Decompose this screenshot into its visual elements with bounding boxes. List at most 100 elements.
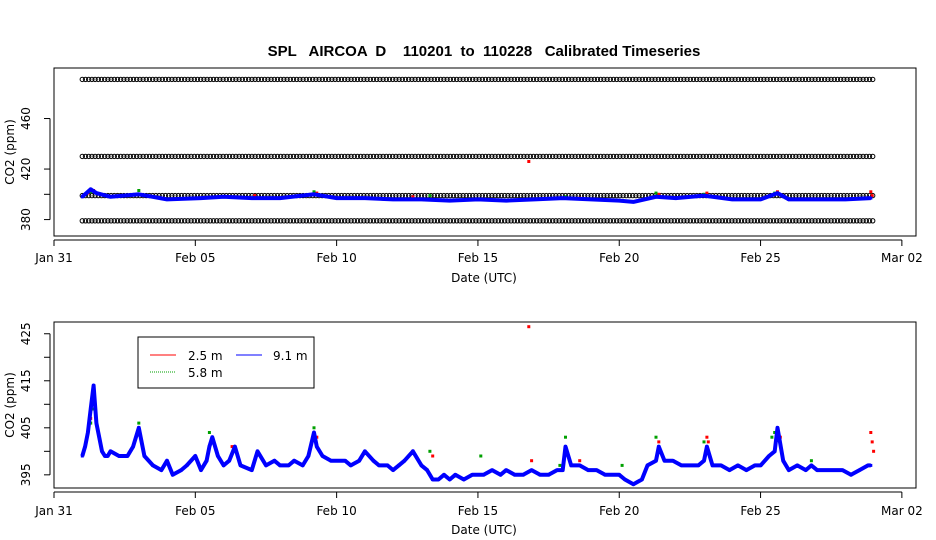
reference-point — [156, 76, 162, 83]
data-point — [411, 195, 415, 199]
reference-point — [588, 218, 594, 224]
reference-point — [623, 192, 629, 199]
reference-point — [246, 76, 252, 83]
reference-point — [620, 218, 626, 224]
reference-point — [764, 153, 770, 160]
reference-point — [444, 218, 450, 224]
reference-point — [777, 76, 783, 83]
reference-point — [185, 76, 191, 83]
reference-point — [217, 76, 223, 83]
reference-point — [652, 153, 658, 160]
reference-point — [182, 76, 188, 83]
x-tick-label: Feb 15 — [458, 504, 498, 518]
reference-point — [633, 153, 639, 160]
data-point — [809, 463, 813, 467]
reference-point — [201, 76, 207, 83]
data-point — [711, 463, 714, 467]
reference-point — [508, 76, 514, 83]
reference-point — [306, 76, 313, 83]
reference-point — [620, 153, 626, 160]
reference-point — [137, 76, 143, 83]
x-tick-label: Feb 05 — [175, 504, 215, 518]
reference-point — [332, 153, 338, 160]
reference-point — [831, 153, 837, 160]
data-point — [230, 445, 234, 449]
reference-point — [838, 76, 844, 83]
reference-point — [857, 218, 863, 224]
reference-point — [620, 76, 626, 83]
reference-point — [578, 153, 585, 160]
reference-point — [748, 153, 754, 160]
reference-point — [108, 76, 114, 83]
data-point — [564, 445, 567, 449]
reference-point — [374, 218, 380, 224]
reference-point — [607, 76, 613, 83]
reference-point — [870, 153, 876, 160]
reference-point — [799, 218, 805, 224]
reference-point — [127, 76, 134, 83]
reference-point — [284, 218, 290, 224]
data-point — [83, 445, 87, 449]
reference-point — [806, 218, 812, 224]
data-point — [391, 468, 395, 472]
reference-point — [370, 218, 377, 224]
reference-point — [706, 76, 713, 83]
reference-point — [838, 153, 844, 160]
reference-point — [194, 218, 201, 224]
reference-point — [863, 218, 869, 224]
data-point — [411, 449, 415, 453]
reference-point — [537, 153, 543, 160]
reference-point — [300, 76, 306, 83]
reference-point — [678, 76, 684, 83]
data-point — [428, 194, 432, 198]
reference-point — [278, 218, 284, 224]
data-point — [770, 435, 774, 439]
reference-point — [146, 218, 153, 224]
reference-point — [274, 153, 281, 160]
reference-point — [684, 218, 690, 224]
data-point — [335, 459, 339, 463]
x-tick-label: Feb 10 — [316, 251, 356, 265]
reference-point — [169, 153, 175, 160]
reference-point — [473, 153, 479, 160]
data-point — [397, 463, 401, 467]
reference-point — [617, 76, 623, 83]
data-point — [657, 192, 661, 196]
reference-point — [182, 153, 188, 160]
reference-point — [569, 218, 575, 224]
reference-point — [559, 153, 565, 160]
reference-point — [188, 153, 194, 160]
reference-point — [82, 218, 89, 224]
x-tick-label: Jan 31 — [34, 504, 73, 518]
reference-point — [863, 153, 869, 160]
reference-point — [460, 153, 466, 160]
reference-point — [191, 153, 198, 160]
reference-point — [588, 153, 594, 160]
reference-point — [556, 218, 562, 224]
reference-point — [412, 153, 418, 160]
reference-point — [495, 192, 501, 199]
reference-point — [594, 153, 601, 160]
reference-point — [630, 192, 636, 199]
reference-point — [102, 153, 108, 160]
reference-point — [572, 218, 578, 224]
data-point — [227, 459, 231, 463]
reference-point — [178, 218, 185, 224]
reference-point — [754, 218, 761, 224]
reference-point — [498, 153, 505, 160]
reference-point — [738, 76, 745, 83]
data-point — [702, 459, 706, 463]
reference-point — [130, 76, 137, 83]
reference-point — [185, 218, 191, 224]
reference-point — [130, 218, 137, 224]
data-point — [207, 445, 211, 449]
data-point — [759, 463, 763, 467]
reference-point — [454, 153, 460, 160]
reference-point — [380, 218, 386, 224]
reference-point — [671, 218, 677, 224]
reference-point — [214, 76, 220, 83]
reference-point — [700, 218, 706, 224]
data-point — [185, 463, 189, 467]
reference-point — [194, 76, 201, 83]
reference-point — [233, 218, 239, 224]
